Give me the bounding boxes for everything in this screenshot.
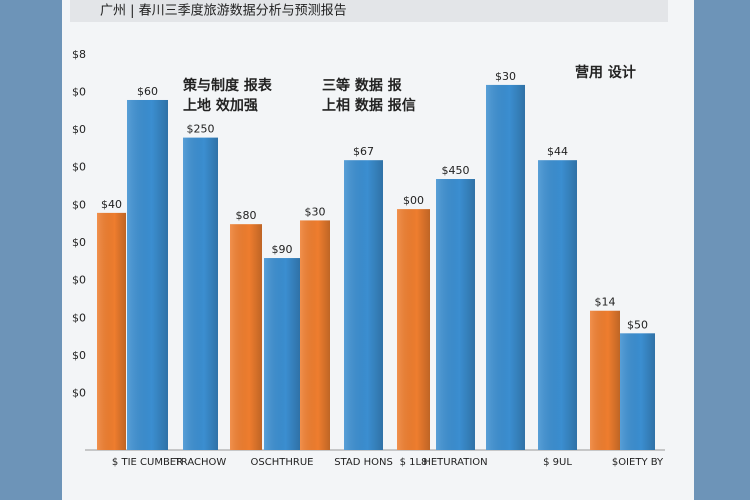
bar-label: $14 [595,296,616,309]
bar-shade [344,160,383,450]
bar-shade [397,209,430,450]
bar-label: $60 [137,85,158,98]
y-tick-label: $0 [72,161,86,174]
x-tick-label: $ TIE CUMBER [112,457,183,468]
y-tick-label: $0 [72,85,86,98]
bar-shade [590,310,620,450]
bar-label: $80 [236,209,257,222]
bar-shade [183,137,218,451]
bar-shade [97,212,126,450]
bar-shade [264,258,300,450]
bar-label: $67 [353,145,374,158]
annotation: 三等 数据 报 [322,77,402,94]
y-tick-label: $8 [72,48,86,61]
x-tick-label: $ 9UL [543,457,572,468]
annotation: 营用 设计 [575,64,636,81]
y-tick-label: $0 [72,349,86,362]
header [70,0,668,22]
bar-label: $50 [627,318,648,331]
bar-shade [538,160,577,450]
bar-label: $250 [187,123,215,136]
x-tick-label: $ 1L8 [400,457,428,468]
y-tick-label: $0 [72,236,86,249]
x-tick-label: HETURATION [423,457,487,468]
bar-label: $00 [403,194,424,207]
y-tick-label: $0 [72,198,86,211]
bar-shade [300,220,330,450]
bar-shade [436,179,475,450]
bar-label: $44 [547,145,568,158]
bar-shade [620,333,655,450]
y-tick-label: $0 [72,387,86,400]
bar-label: $30 [305,205,326,218]
y-tick-label: $0 [72,311,86,324]
y-tick-label: $0 [72,274,86,287]
bar-label: $90 [272,243,293,256]
bar-shade [486,84,525,450]
bar-shade [230,224,262,450]
annotation: 上相 数据 报信 [322,97,416,114]
bar-label: $30 [495,70,516,83]
y-tick-label: $0 [72,123,86,136]
x-tick-label: STAD HONS [334,457,393,468]
x-tick-label: TRACHOW [174,457,227,468]
x-tick-label: $OIETY BY [612,457,664,468]
annotation: 策与制度 报表 [182,77,273,94]
bar-label: $450 [442,164,470,177]
annotation: 上地 效加强 [183,97,258,114]
bar-shade [127,99,168,451]
bar-label: $40 [101,198,122,211]
x-tick-label: OSCHTHRUE [251,457,314,468]
chart-title: 广州 | 春川三季度旅游数据分析与预测报告 [100,3,347,19]
